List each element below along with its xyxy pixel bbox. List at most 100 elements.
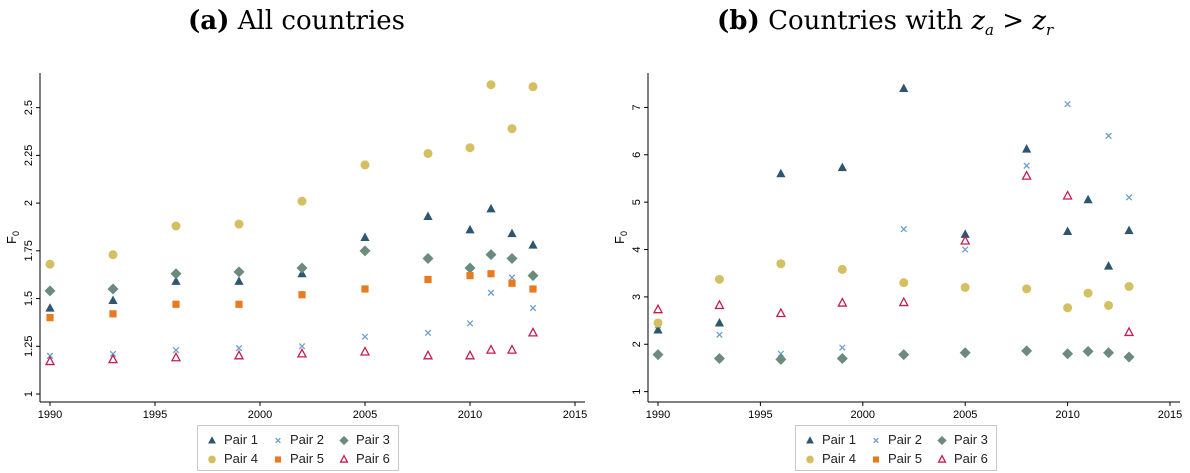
data-point-pair-3 <box>359 245 371 257</box>
data-point-pair-1 <box>45 303 55 312</box>
x-tick-label: 2010 <box>1055 409 1079 421</box>
data-point-pair-6 <box>296 348 308 358</box>
legend-label: Pair 3 <box>953 432 988 447</box>
data-point-pair-6 <box>652 303 664 314</box>
y-tick-label: 2.5 <box>23 100 35 115</box>
data-point-pair-2 <box>172 346 180 354</box>
y-tick-label: 1.75 <box>23 240 35 261</box>
data-point-pair-4 <box>234 219 244 229</box>
data-point-pair-3 <box>296 262 308 274</box>
data-point-pair-2 <box>839 344 846 351</box>
data-point-pair-1 <box>837 162 847 172</box>
data-point-pair-5 <box>361 285 369 293</box>
legend-marker <box>274 455 282 463</box>
data-point-pair-1 <box>714 317 725 327</box>
legend-label: Pair 2 <box>887 432 922 447</box>
legend-item: Pair 4 <box>804 451 856 466</box>
data-point-pair-5 <box>298 291 306 299</box>
panel-b-title-math: za > zr <box>971 6 1054 40</box>
data-point-pair-6 <box>1021 170 1032 180</box>
data-point-pair-1 <box>653 325 663 334</box>
legend-item: Pair 1 <box>804 432 856 447</box>
legend-item: Pair 4 <box>206 451 258 466</box>
y-tick-label: 1.25 <box>23 336 35 357</box>
data-point-pair-4 <box>108 250 118 260</box>
data-point-pair-4 <box>776 259 786 269</box>
data-point-pair-2 <box>1105 132 1112 140</box>
data-point-pair-2 <box>508 274 516 281</box>
data-point-pair-1 <box>171 276 181 285</box>
panel-b-title: (b) Countries with za > zr <box>717 6 1053 39</box>
y-tick-label: 7 <box>631 104 643 110</box>
circle-marker-icon <box>806 455 814 463</box>
data-point-pair-4 <box>465 143 475 153</box>
data-point-pair-3 <box>898 349 910 361</box>
legend-label: Pair 2 <box>289 432 324 447</box>
data-point-pair-1 <box>776 168 786 178</box>
data-point-pair-4 <box>1063 303 1073 313</box>
legend-marker <box>937 435 947 445</box>
data-point-pair-1 <box>507 228 517 238</box>
data-point-pair-3 <box>775 353 787 365</box>
panel-b-title-text: Countries with <box>768 6 964 36</box>
x-tick-label: 2000 <box>248 409 272 421</box>
data-point-pair-5 <box>109 310 117 318</box>
x-tick-label: 2015 <box>563 409 587 421</box>
legend-panel-b: Pair 1 Pair 2 Pair 3 Pair 4 Pair 5 Pair 6 <box>795 425 997 471</box>
data-point-pair-6 <box>527 327 539 337</box>
data-point-pair-1 <box>960 229 970 238</box>
legend-panel-a: Pair 1 Pair 2 Pair 3 Pair 4 Pair 5 Pair 6 <box>197 425 399 471</box>
legend-label: Pair 6 <box>355 451 390 466</box>
y-tick-label: 4 <box>631 246 643 252</box>
legend-marker <box>208 455 216 463</box>
legend-marker <box>806 455 814 463</box>
data-point-pair-3 <box>1062 348 1074 360</box>
data-point-pair-6 <box>464 349 476 360</box>
x-tick-label: 2000 <box>851 409 875 421</box>
data-point-pair-1 <box>1124 225 1134 235</box>
data-point-pair-1 <box>465 224 475 234</box>
data-point-pair-4 <box>507 124 517 134</box>
x-tick-label: 1995 <box>143 409 167 421</box>
panel-a-title-text: All countries <box>237 6 406 36</box>
x-tick-label: 2005 <box>353 409 377 421</box>
y-tick-label: 5 <box>631 199 643 205</box>
y-axis-label: F0 <box>612 231 629 244</box>
data-point-pair-3 <box>1123 351 1135 363</box>
legend-label: Pair 4 <box>822 451 856 466</box>
data-point-pair-3 <box>652 349 664 361</box>
data-point-pair-3 <box>1021 345 1033 357</box>
triangle-marker-icon <box>806 435 814 443</box>
data-point-pair-6 <box>1123 326 1135 337</box>
legend-marker <box>339 453 349 463</box>
y-tick-label: 2 <box>631 341 643 347</box>
data-point-pair-1 <box>360 232 370 241</box>
legend-label: Pair 1 <box>822 432 856 447</box>
data-point-pair-2 <box>487 289 495 297</box>
data-point-pair-4 <box>837 264 847 274</box>
data-point-pair-3 <box>1103 347 1115 359</box>
data-point-pair-3 <box>422 252 434 264</box>
panel-b-tag: (b) <box>717 6 760 36</box>
data-point-pair-4 <box>528 82 538 92</box>
data-point-pair-3 <box>464 262 476 274</box>
data-point-pair-6 <box>898 296 909 307</box>
x-tick-label: 1990 <box>646 409 670 421</box>
data-point-pair-6 <box>233 349 245 360</box>
data-point-pair-2 <box>1023 162 1030 169</box>
y-tick-label: 1 <box>23 391 35 397</box>
legend-label: Pair 5 <box>289 451 324 466</box>
legend-marker <box>806 435 814 443</box>
legend-marker <box>208 435 216 443</box>
triangle-marker-icon <box>208 435 216 443</box>
y-tick-label: 3 <box>631 294 643 300</box>
data-point-pair-2 <box>777 350 785 357</box>
data-point-pair-1 <box>528 240 538 249</box>
diamond-marker-icon <box>339 435 349 445</box>
data-point-pair-2 <box>424 329 432 337</box>
hollow-triangle-marker-icon <box>937 453 947 463</box>
data-point-pair-4 <box>360 160 370 170</box>
data-point-pair-6 <box>837 297 848 307</box>
data-point-pair-3 <box>233 266 245 278</box>
